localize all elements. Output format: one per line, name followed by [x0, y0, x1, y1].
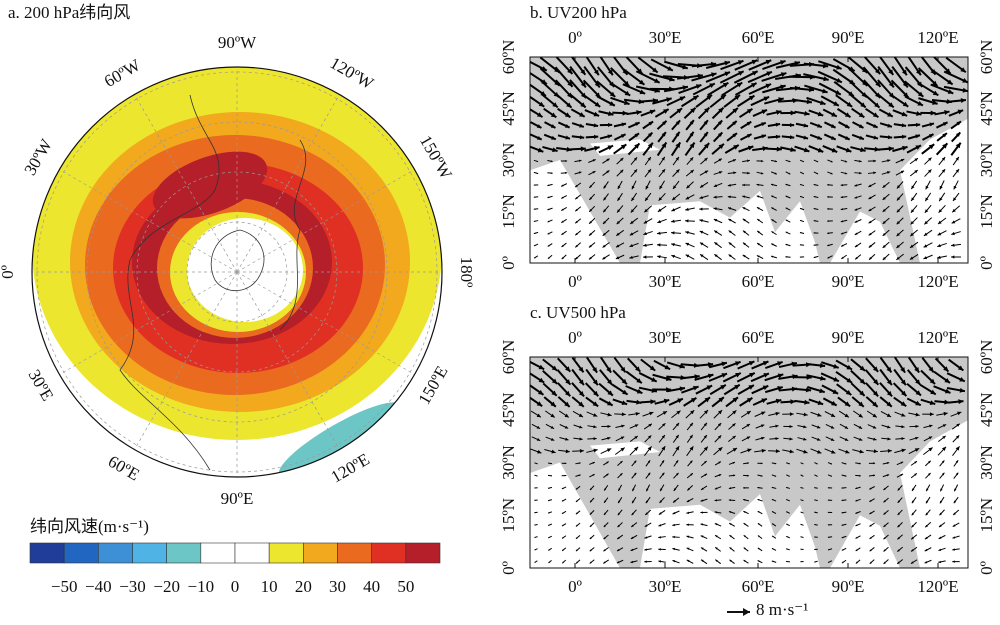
reference-label: 8 m·s⁻¹: [756, 600, 808, 619]
colorbar-box: [372, 543, 406, 563]
lon-label: 120ºE: [328, 450, 373, 487]
y-tick-label: 60ºN: [499, 340, 518, 375]
colorbar-box: [133, 543, 167, 563]
colorbar-box: [269, 543, 303, 563]
lon-label: 30ºW: [20, 135, 56, 179]
colorbar-tick-label: 40: [363, 577, 380, 596]
y-tick-label: 45ºN: [977, 91, 996, 126]
x-tick-label: 120ºE: [917, 577, 958, 596]
colorbar-tick-label: −20: [153, 577, 180, 596]
colorbar-box: [303, 543, 337, 563]
y-tick-label: 45ºN: [499, 392, 518, 427]
y-tick-label: 0º: [977, 256, 996, 270]
x-tick-label: 90ºE: [832, 272, 865, 291]
x-tick-label: 90ºE: [832, 28, 865, 47]
panel-title: a. 200 hPa纬向风: [8, 3, 130, 22]
colorbar-box: [167, 543, 201, 563]
x-tick-label: 30ºE: [649, 272, 682, 291]
colorbar-tick-label: 0: [231, 577, 240, 596]
lon-label: 0º: [0, 265, 17, 279]
x-tick-label: 90ºE: [832, 577, 865, 596]
y-tick-label: 15ºN: [499, 194, 518, 229]
reference-arrow-head: [743, 608, 750, 616]
colorbar-tick-label: −10: [188, 577, 215, 596]
lon-label: 150ºE: [415, 363, 452, 408]
y-tick-label: 0º: [499, 561, 518, 575]
colorbar-box: [406, 543, 440, 563]
x-tick-label: 90ºE: [832, 328, 865, 347]
colorbar-tick-label: 50: [397, 577, 414, 596]
colorbar-box: [98, 543, 132, 563]
colorbar-title: 纬向风速(m·s⁻¹): [30, 517, 149, 536]
y-tick-label: 30ºN: [499, 143, 518, 178]
y-tick-label: 30ºN: [977, 445, 996, 480]
vector-map: [528, 357, 968, 568]
x-tick-label: 0º: [568, 577, 582, 596]
y-tick-label: 45ºN: [499, 91, 518, 126]
y-tick-label: 45ºN: [977, 392, 996, 427]
y-tick-label: 15ºN: [977, 498, 996, 533]
x-tick-label: 60ºE: [742, 577, 775, 596]
x-tick-label: 120ºE: [917, 272, 958, 291]
polar-map: [30, 60, 445, 489]
colorbar-tick-label: 10: [261, 577, 278, 596]
colorbar-tick-label: −30: [119, 577, 146, 596]
y-tick-label: 0º: [977, 561, 996, 575]
x-tick-label: 60ºE: [742, 272, 775, 291]
colorbar-box: [338, 543, 372, 563]
vector-map: [525, 55, 968, 263]
lon-label: 180º: [457, 257, 476, 288]
x-tick-label: 0º: [568, 272, 582, 291]
y-tick-label: 60ºN: [977, 340, 996, 375]
panel-title: b. UV200 hPa: [530, 3, 627, 22]
colorbar-tick-label: 30: [329, 577, 346, 596]
y-tick-label: 30ºN: [977, 143, 996, 178]
y-tick-label: 30ºN: [499, 445, 518, 480]
x-tick-label: 120ºE: [917, 28, 958, 47]
y-tick-label: 15ºN: [499, 498, 518, 533]
colorbar-tick-label: 20: [295, 577, 312, 596]
lon-label: 90ºW: [218, 33, 257, 52]
x-tick-label: 0º: [568, 28, 582, 47]
colorbar-box: [64, 543, 98, 563]
lon-label: 60ºW: [101, 55, 145, 91]
y-tick-label: 15ºN: [977, 194, 996, 229]
colorbar-box: [201, 543, 235, 563]
colorbar-tick-label: −50: [51, 577, 78, 596]
y-tick-label: 60ºN: [977, 40, 996, 75]
x-tick-label: 60ºE: [742, 328, 775, 347]
panel-title: c. UV500 hPa: [530, 303, 626, 322]
lon-label: 150ºW: [416, 132, 456, 183]
x-tick-label: 30ºE: [649, 328, 682, 347]
wind-contour: [187, 218, 303, 322]
lon-label: 120ºW: [327, 53, 378, 93]
y-tick-label: 60ºN: [499, 40, 518, 75]
lon-label: 30ºE: [25, 366, 58, 404]
colorbar-box: [30, 543, 64, 563]
x-tick-label: 30ºE: [649, 577, 682, 596]
x-tick-label: 0º: [568, 328, 582, 347]
lon-label: 90ºE: [221, 489, 254, 508]
x-tick-label: 30ºE: [649, 28, 682, 47]
x-tick-label: 60ºE: [742, 28, 775, 47]
lon-label: 60ºE: [105, 452, 143, 485]
x-tick-label: 120ºE: [917, 328, 958, 347]
colorbar-tick-label: −40: [85, 577, 112, 596]
y-tick-label: 0º: [499, 256, 518, 270]
colorbar-box: [235, 543, 269, 563]
